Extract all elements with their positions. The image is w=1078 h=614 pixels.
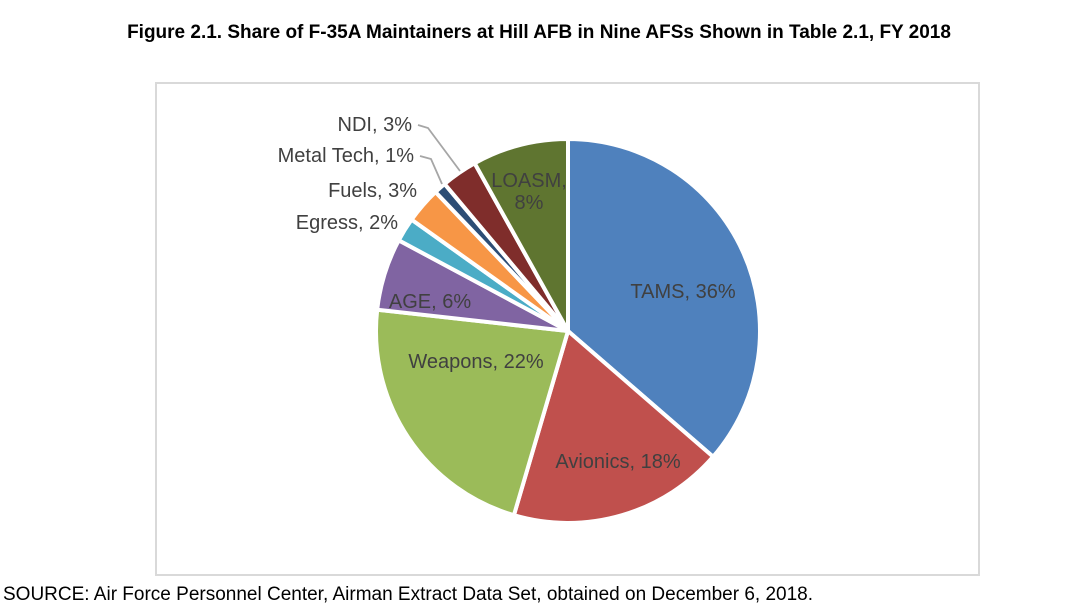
slice-label-metal-tech: Metal Tech, 1% [278, 145, 415, 167]
source-note: SOURCE: Air Force Personnel Center, Airm… [3, 584, 814, 605]
slice-label-egress: Egress, 2% [296, 212, 398, 234]
pie-slice-tams [566, 137, 762, 459]
slice-label-age: AGE, 6% [389, 291, 471, 313]
leader-line-ndi [417, 124, 461, 172]
pie-slice-weapons [374, 307, 570, 518]
leader-line-metal-tech [419, 155, 443, 185]
pie-slice-loasm [472, 137, 570, 333]
slice-label-tams: TAMS, 36% [630, 281, 735, 303]
slice-label-avionics: Avionics, 18% [555, 451, 680, 473]
slice-label-ndi: NDI, 3% [338, 114, 413, 136]
pie-slice-avionics [511, 329, 716, 525]
slice-label-loasm: LOASM, 8% [491, 170, 567, 214]
slice-label-fuels: Fuels, 3% [328, 180, 417, 202]
figure-title: Figure 2.1. Share of F-35A Maintainers a… [127, 22, 951, 43]
slice-label-weapons: Weapons, 22% [408, 351, 543, 373]
